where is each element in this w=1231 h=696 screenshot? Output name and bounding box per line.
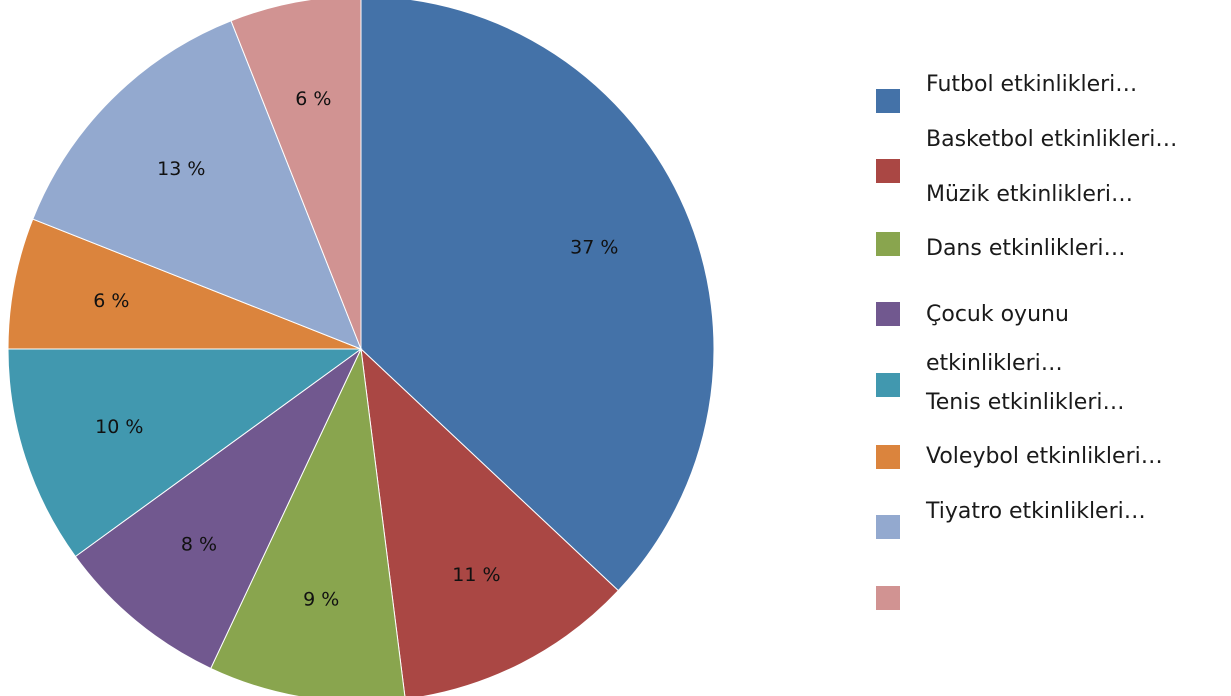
pie-slice-6: [32, 20, 362, 350]
pie-data-label-2: 9 %: [303, 589, 339, 611]
pie-data-label-3: 8 %: [181, 533, 217, 555]
pie-slice-2: [210, 347, 406, 696]
pie-data-label-6: 13 %: [157, 158, 205, 180]
pie-data-label-4: 10 %: [95, 416, 143, 438]
pie-data-label-5: 6 %: [93, 290, 129, 312]
pie-slice-5: [7, 218, 362, 350]
pie-data-label-1: 11 %: [452, 564, 500, 586]
pie-slices: [7, 0, 715, 696]
pie-slice-7: [230, 0, 362, 350]
pie-slice-1: [360, 347, 620, 696]
pie-data-labels: 37 % 11 % 9 % 8 % 10 % 6 % 13 % 6 %: [93, 88, 618, 611]
pie-slice-4: [7, 348, 363, 558]
pie-data-label-0: 37 %: [570, 237, 618, 259]
pie-slice-3: [74, 348, 362, 670]
pie-data-label-7: 6 %: [295, 88, 331, 110]
pie-slice-0: [360, 0, 715, 592]
